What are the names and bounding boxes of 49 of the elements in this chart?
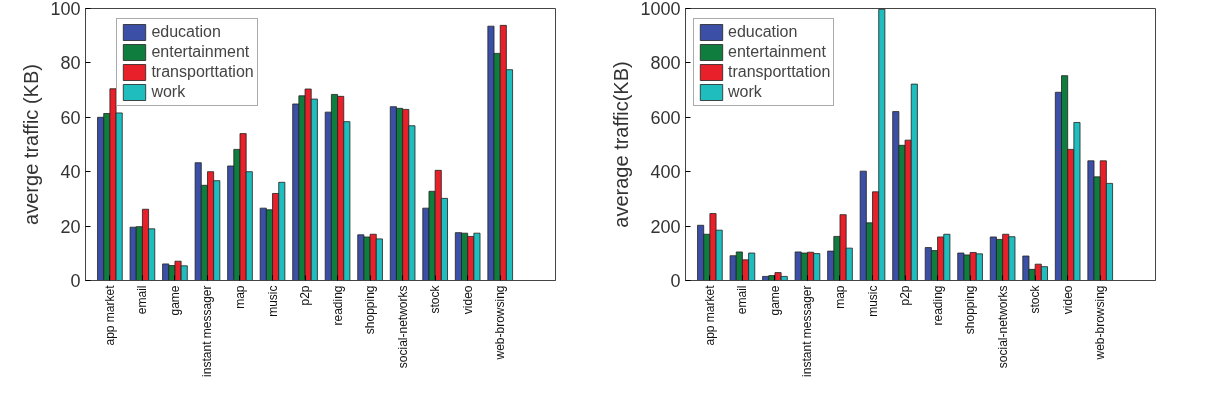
y-tick-label: 600 xyxy=(650,107,681,128)
x-tick-label: email xyxy=(135,285,150,315)
y-tick-label: 40 xyxy=(60,162,81,183)
y-tick-label: 400 xyxy=(650,162,681,183)
x-tick-label: p2p xyxy=(898,285,913,306)
x-tick-label: music xyxy=(265,285,280,317)
legend-label: education xyxy=(728,22,798,42)
x-tick-label: map xyxy=(233,285,247,309)
legend-label: education xyxy=(151,22,221,42)
legend-label: entertainment xyxy=(728,42,826,62)
y-tick-label: 0 xyxy=(70,271,81,291)
x-tick-label: social-networks xyxy=(395,285,410,369)
legend-label: work xyxy=(151,82,186,102)
y-tick-label: 20 xyxy=(60,216,81,237)
x-tick-label: instant messager xyxy=(200,285,215,377)
x-tick-label: game xyxy=(767,285,782,316)
x-tick-label: app market xyxy=(102,284,117,346)
x-tick-label: stock xyxy=(1028,284,1043,314)
y-tick-label: 1000 xyxy=(640,0,681,19)
legend-label: work xyxy=(728,82,762,102)
x-tick-label: reading xyxy=(930,285,945,326)
x-tick-label: stock xyxy=(428,284,443,314)
y-tick-label: 60 xyxy=(60,107,81,128)
x-tick-label: instant messager xyxy=(800,285,815,377)
legend-label: entertainment xyxy=(151,42,250,62)
x-tick-label: web-browsing xyxy=(1093,285,1108,361)
y-tick-label: 0 xyxy=(670,271,681,291)
y-tick-label: 100 xyxy=(50,0,81,19)
x-tick-label: video xyxy=(1060,285,1075,315)
y-axis-title: average traffic(KB) xyxy=(610,61,633,228)
x-tick-label: app market xyxy=(702,284,717,346)
x-tick-label: email xyxy=(735,285,750,315)
x-tick-label: map xyxy=(833,285,847,309)
x-tick-label: reading xyxy=(330,285,345,326)
bar xyxy=(892,111,900,281)
y-tick-label: 800 xyxy=(650,53,681,74)
y-tick-label: 200 xyxy=(650,216,681,237)
x-tick-label: shopping xyxy=(963,285,978,335)
x-tick-label: video xyxy=(460,285,475,315)
y-tick-label: 80 xyxy=(60,53,81,74)
y-axis-title: averge traffic (KB) xyxy=(20,64,43,225)
x-tick-label: p2p xyxy=(298,285,313,306)
legend-label: transporttation xyxy=(151,62,254,82)
x-tick-label: web-browsing xyxy=(493,285,508,361)
x-tick-label: game xyxy=(167,285,182,316)
legend-label: transporttation xyxy=(728,62,831,82)
x-tick-label: music xyxy=(865,285,880,317)
x-tick-label: shopping xyxy=(363,285,378,335)
x-tick-label: social-networks xyxy=(995,285,1010,369)
